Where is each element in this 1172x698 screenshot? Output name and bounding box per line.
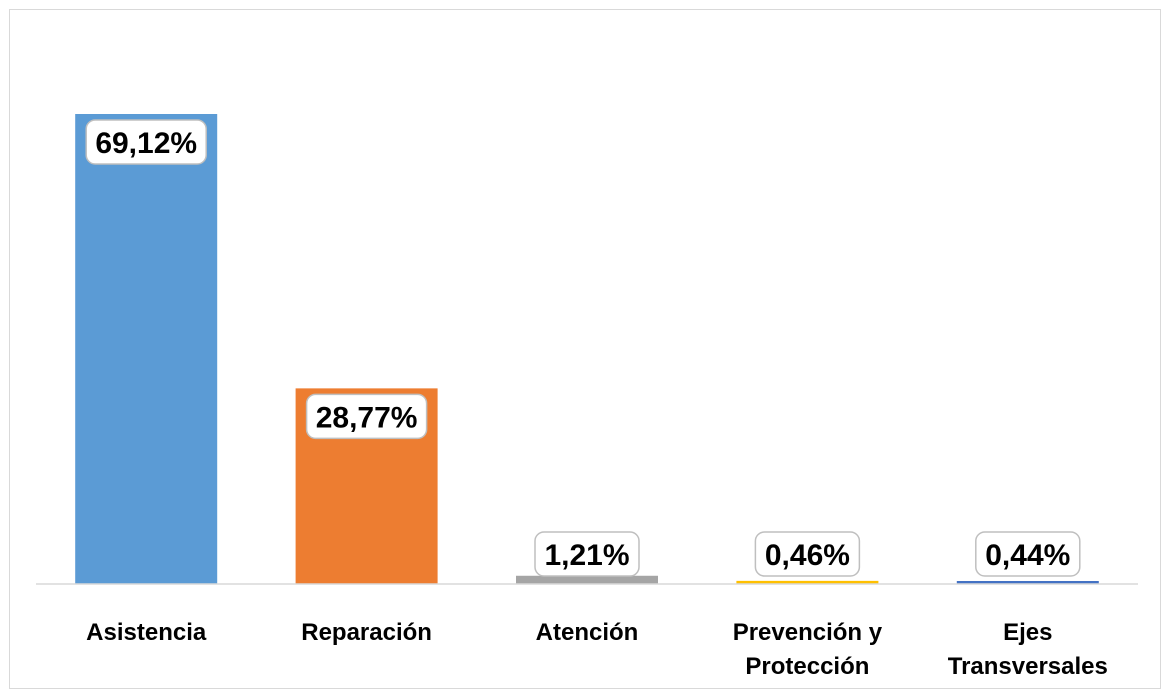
- bar: [736, 580, 879, 584]
- category-label: Protección: [745, 653, 869, 680]
- data-label-box: [305, 393, 428, 440]
- data-label: 69,12%: [95, 127, 197, 160]
- category-label: Prevención y: [733, 619, 883, 646]
- category-label: Transversales: [948, 653, 1108, 680]
- category-label: Asistencia: [86, 619, 207, 646]
- bars-layer: [75, 114, 1099, 584]
- data-label: 28,77%: [316, 401, 418, 434]
- bar: [75, 114, 218, 584]
- data-label-box: [975, 531, 1081, 577]
- bar: [956, 581, 1099, 584]
- data-label: 0,44%: [985, 539, 1070, 572]
- data-labels-layer: 69,12% 28,77% 1,21% 0,46% 0,44%: [85, 119, 1081, 577]
- category-label: Reparación: [301, 619, 432, 646]
- data-label-box: [754, 531, 861, 577]
- bar: [516, 575, 658, 584]
- category-label: Ejes: [1003, 619, 1052, 646]
- bar-chart: 69,12% 28,77% 1,21% 0,46% 0,44% Asistencia Re…: [36, 114, 1138, 680]
- data-label: 1,21%: [544, 539, 629, 572]
- category-label: Atención: [536, 619, 639, 646]
- chart-frame: 69,12% 28,77% 1,21% 0,46% 0,44% Asistencia Re…: [9, 9, 1161, 689]
- data-label-box: [85, 119, 207, 165]
- data-label-box: [534, 531, 640, 577]
- data-label: 0,46%: [765, 539, 850, 572]
- category-labels-layer: Asistencia Reparación Atención Prevención y…: [86, 619, 1108, 680]
